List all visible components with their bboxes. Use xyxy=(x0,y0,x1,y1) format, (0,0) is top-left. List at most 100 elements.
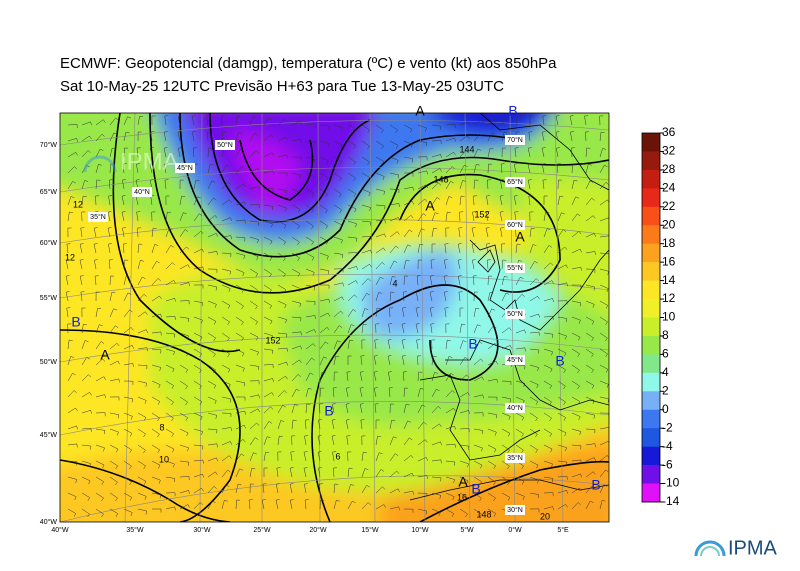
wind-barb xyxy=(319,326,330,334)
wind-barb xyxy=(571,412,581,421)
wind-barb xyxy=(165,228,173,238)
lon-label: 30°W xyxy=(193,526,211,534)
wind-barb xyxy=(361,323,367,334)
wind-barb xyxy=(361,204,371,212)
wind-barb xyxy=(67,407,78,414)
wind-barb xyxy=(165,380,175,389)
wind-barb xyxy=(249,422,260,430)
wind-barb xyxy=(403,124,413,133)
wind-barb xyxy=(347,309,357,318)
wind-barb xyxy=(333,483,339,494)
wind-barb xyxy=(81,508,90,518)
wind-barb xyxy=(459,508,468,518)
colorbar-segment xyxy=(642,280,660,300)
wind-barb xyxy=(403,454,414,462)
wind-barb xyxy=(108,243,112,254)
wind-barb xyxy=(445,123,456,128)
wind-barb xyxy=(277,252,286,262)
wind-barb xyxy=(471,227,476,238)
wind-barb xyxy=(444,243,449,254)
wind-barb xyxy=(95,460,105,469)
wind-barb xyxy=(501,292,510,302)
wind-barb xyxy=(303,467,308,478)
wind-barb xyxy=(403,200,414,206)
wind-barb xyxy=(149,179,154,190)
wind-barb xyxy=(473,358,484,366)
wind-barb xyxy=(291,284,301,292)
wind-barb xyxy=(165,195,170,206)
wind-barb xyxy=(136,211,141,222)
wind-barb xyxy=(403,490,414,495)
wind-barb xyxy=(571,428,582,435)
wind-barb xyxy=(235,148,244,158)
wind-barb xyxy=(179,396,188,406)
wind-barb xyxy=(319,387,325,398)
wind-barb xyxy=(445,443,456,448)
wind-barb xyxy=(403,472,414,478)
wind-barb xyxy=(235,499,241,510)
wind-barb xyxy=(291,316,302,322)
wind-barb xyxy=(529,380,539,389)
wind-barb xyxy=(221,181,231,190)
wind-barb xyxy=(402,355,406,366)
wind-barb xyxy=(109,275,115,286)
wind-barb xyxy=(473,163,480,174)
wind-barb xyxy=(277,268,286,278)
wind-barb xyxy=(501,243,506,254)
wind-barb xyxy=(79,243,84,254)
wind-barb xyxy=(179,460,190,466)
wind-barb xyxy=(123,508,133,516)
wind-barb xyxy=(305,300,316,306)
wind-barb xyxy=(221,499,228,510)
wind-barb xyxy=(221,217,232,222)
wind-barb xyxy=(431,227,438,238)
wind-barb xyxy=(235,410,246,415)
wind-barb xyxy=(375,276,384,286)
wind-barb xyxy=(571,179,578,190)
wind-barb xyxy=(193,196,201,206)
wind-barb xyxy=(543,492,554,497)
wind-barb xyxy=(221,268,232,275)
wind-barb xyxy=(263,421,273,430)
wind-barb xyxy=(319,156,329,165)
wind-barb xyxy=(359,387,364,398)
grid-label: 35°N xyxy=(90,213,106,221)
wind-barb xyxy=(164,179,169,190)
wind-barb xyxy=(67,372,76,382)
wind-barb xyxy=(417,387,424,398)
wind-barb xyxy=(501,259,507,270)
wind-barb xyxy=(109,492,118,502)
wind-barb xyxy=(471,243,476,254)
wind-barb xyxy=(473,341,483,350)
wind-barb xyxy=(543,228,551,238)
wind-barb xyxy=(109,117,119,126)
wind-barb xyxy=(305,315,316,319)
wind-barb xyxy=(333,156,343,165)
wind-barb xyxy=(515,476,525,485)
wind-barb xyxy=(487,396,498,401)
wind-barb xyxy=(445,137,456,142)
grid-label: 55°N xyxy=(507,264,523,272)
wind-barb xyxy=(235,300,244,310)
wind-barb xyxy=(65,291,70,302)
wind-barb xyxy=(81,476,91,485)
grid-label: 70°N xyxy=(507,136,523,144)
wind-barb xyxy=(109,412,120,419)
wind-barb xyxy=(403,140,413,148)
wind-barb xyxy=(319,298,330,303)
wind-barb xyxy=(80,227,85,238)
wind-barb xyxy=(555,131,560,142)
wind-barb xyxy=(249,437,259,446)
colorbar-label: 10 xyxy=(662,310,676,324)
wind-barb xyxy=(319,252,329,260)
wind-barb xyxy=(137,444,146,454)
wind-barb xyxy=(431,355,437,366)
lon-label: 0°W xyxy=(508,526,522,534)
wind-barb xyxy=(501,131,508,142)
wind-barb xyxy=(277,375,288,382)
wind-barb xyxy=(123,292,132,302)
wind-barb xyxy=(304,483,308,494)
wind-barb xyxy=(207,232,218,238)
wind-barb xyxy=(515,380,526,387)
pressure-center: B xyxy=(591,477,600,493)
